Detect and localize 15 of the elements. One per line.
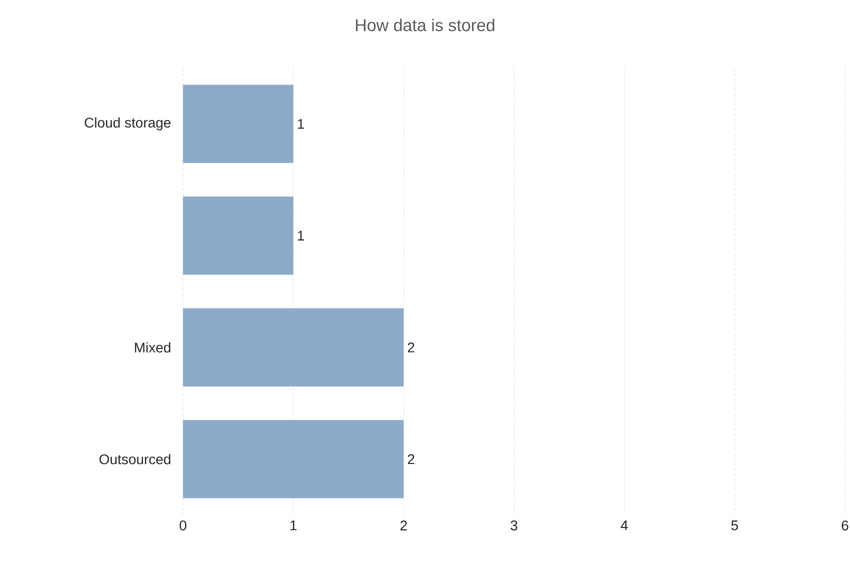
x-tick-label: 1 bbox=[290, 520, 297, 530]
x-tick-label: 5 bbox=[731, 520, 738, 530]
y-tick-label: Outsourced bbox=[99, 454, 170, 464]
data-label: 1 bbox=[298, 230, 304, 240]
chart-title: How data is stored bbox=[356, 18, 494, 32]
x-tick-label: 6 bbox=[842, 520, 848, 530]
x-tick-label: 4 bbox=[620, 520, 628, 530]
data-label: 2 bbox=[408, 342, 414, 352]
x-tick-label: 2 bbox=[400, 520, 407, 530]
x-tick-label: 3 bbox=[510, 520, 518, 530]
y-tick-label: Mixed bbox=[135, 342, 170, 353]
data-label: 2 bbox=[408, 454, 414, 464]
data-label: 1 bbox=[298, 119, 304, 129]
y-tick-label: Cloud storage bbox=[84, 117, 171, 130]
x-tick-label: 0 bbox=[180, 520, 186, 530]
